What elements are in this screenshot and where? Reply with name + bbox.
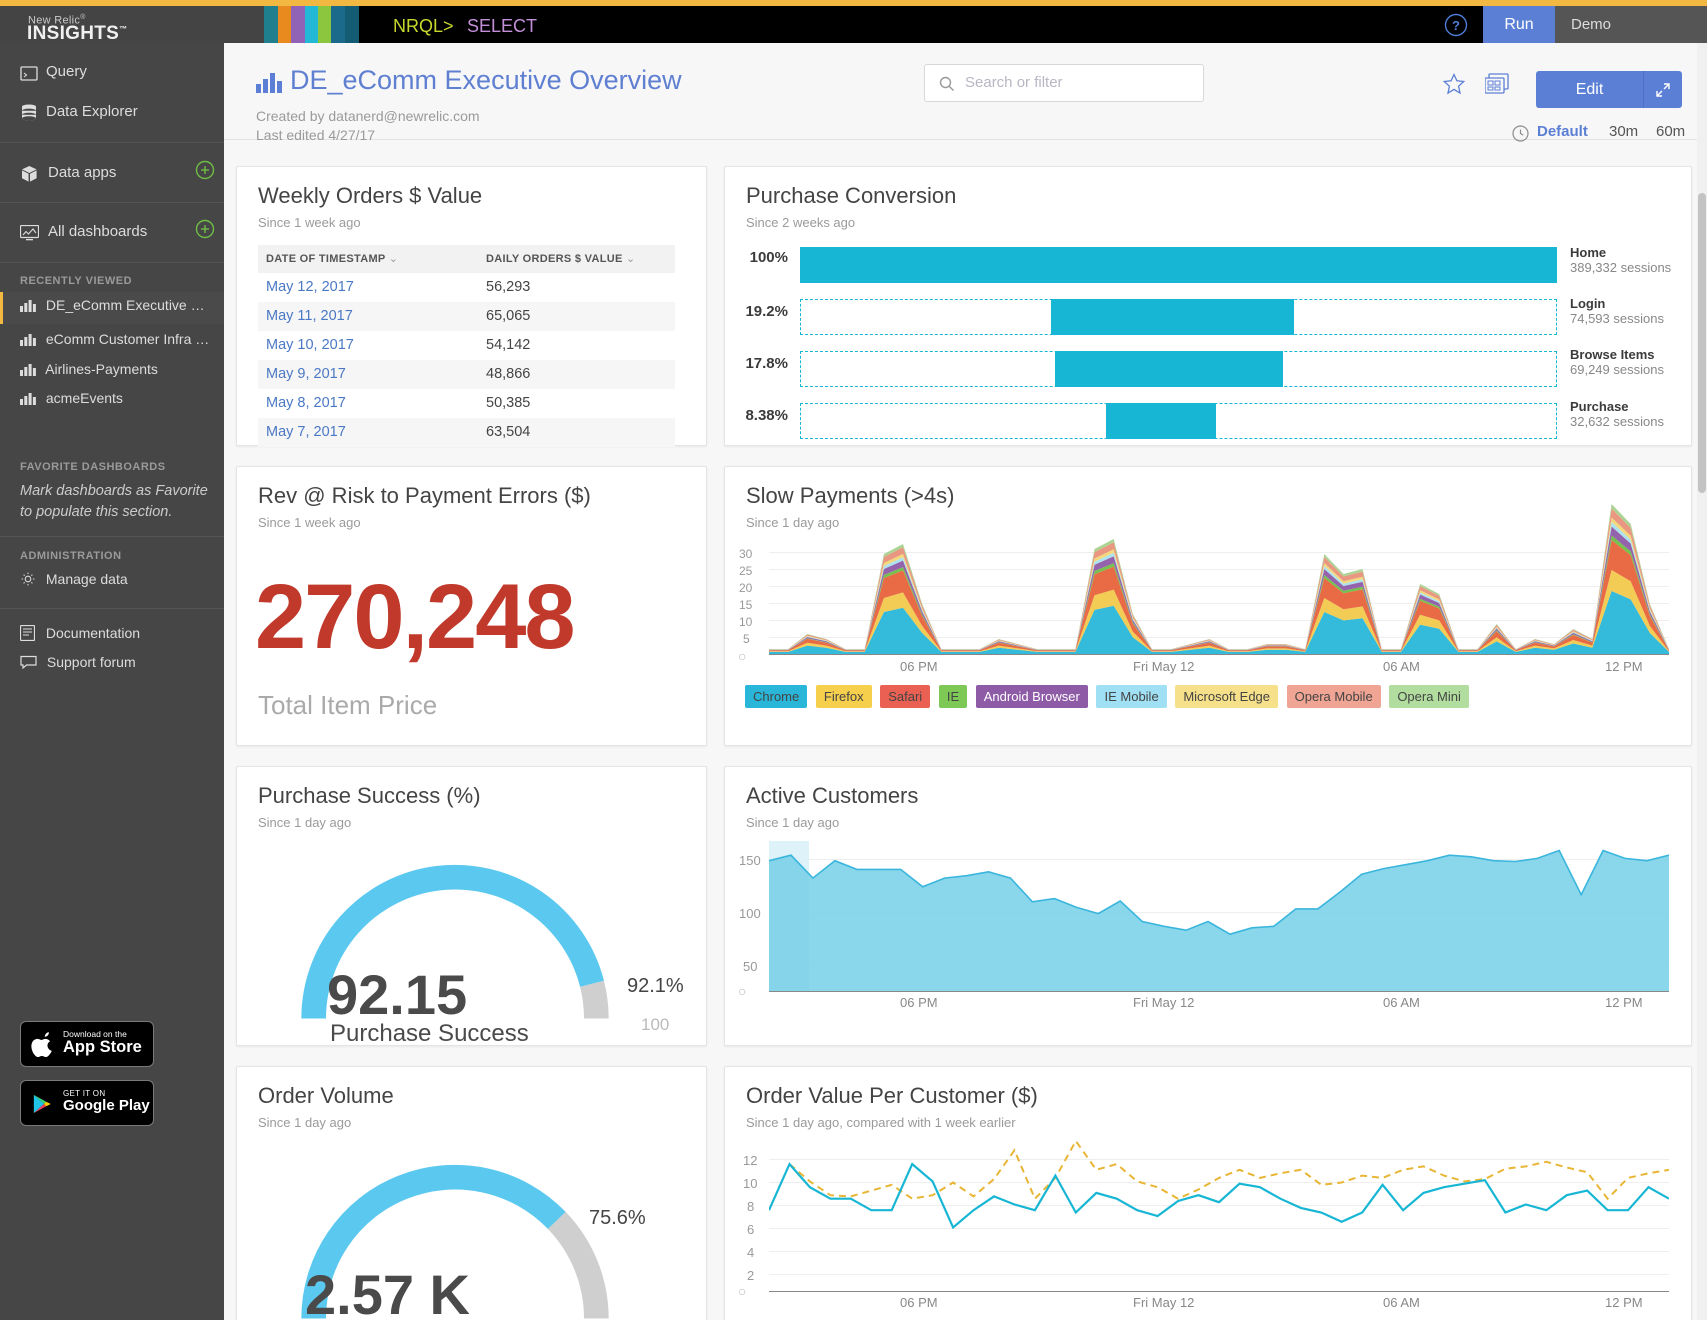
svg-text:?: ?	[1452, 18, 1460, 33]
